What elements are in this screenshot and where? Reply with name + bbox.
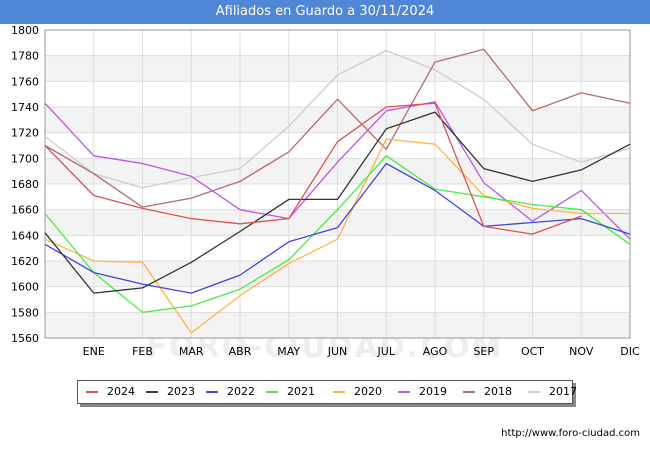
y-tick-label: 1760: [11, 75, 39, 88]
legend-swatch: [463, 391, 475, 393]
y-tick-label: 1780: [11, 50, 39, 63]
series-line-2023: [44, 111, 631, 294]
y-tick-label: 1640: [11, 229, 39, 242]
title-bar: [0, 0, 650, 24]
y-tick-label: 1740: [11, 101, 39, 114]
x-tick-label: MAY: [277, 345, 300, 358]
series-line-2019: [44, 101, 631, 240]
legend-label: 2019: [419, 385, 447, 398]
legend-label: 2022: [227, 385, 255, 398]
y-tick-label: 1680: [11, 178, 39, 191]
legend-swatch: [206, 391, 218, 393]
series-line-2018: [44, 48, 631, 208]
legend-swatch: [333, 391, 345, 393]
legend-swatch: [266, 391, 278, 393]
y-tick-label: 1620: [11, 255, 39, 268]
series-line-2020: [44, 138, 630, 334]
y-tick-label: 1700: [11, 152, 39, 165]
legend-swatch: [86, 391, 98, 393]
legend-swatch: [528, 391, 540, 393]
series-line-2021: [44, 155, 631, 313]
x-tick-label: ABR: [229, 345, 252, 358]
legend-label: 2017: [549, 385, 577, 398]
x-tick-label: JUL: [377, 345, 396, 358]
x-tick-label: OCT: [521, 345, 544, 358]
y-tick-label: 1560: [11, 332, 39, 345]
y-tick-label: 1720: [11, 127, 39, 140]
legend-label: 2020: [354, 385, 382, 398]
legend: 2024 2023 2022 2021 2020 2019 2018 2017: [77, 380, 577, 404]
x-tick-label: ENE: [83, 345, 105, 358]
legend-label: 2018: [484, 385, 512, 398]
chart-title: Afiliados en Guardo a 30/11/2024: [215, 4, 435, 19]
series-line-2017: [44, 49, 631, 189]
y-tick-label: 1800: [11, 24, 39, 37]
y-tick-label: 1660: [11, 204, 39, 217]
plot-frame: [44, 29, 631, 339]
legend-swatch: [398, 391, 410, 393]
x-tick-label: MAR: [179, 345, 204, 358]
y-tick-label: 1600: [11, 281, 39, 294]
legend-label: 2024: [107, 385, 135, 398]
legend-label: 2021: [287, 385, 315, 398]
legend-swatch: [146, 391, 158, 393]
x-tick-label: DIC: [620, 345, 640, 358]
x-tick-label: FEB: [132, 345, 153, 358]
x-tick-label: AGO: [423, 345, 448, 358]
source-url[interactable]: http://www.foro-ciudad.com: [501, 428, 640, 439]
series-line-2024: [44, 102, 582, 235]
series-line-2022: [44, 162, 631, 294]
x-tick-label: SEP: [473, 345, 494, 358]
y-tick-label: 1580: [11, 306, 39, 319]
legend-label: 2023: [167, 385, 195, 398]
x-tick-label: NOV: [569, 345, 594, 358]
x-tick-label: JUN: [327, 345, 348, 358]
